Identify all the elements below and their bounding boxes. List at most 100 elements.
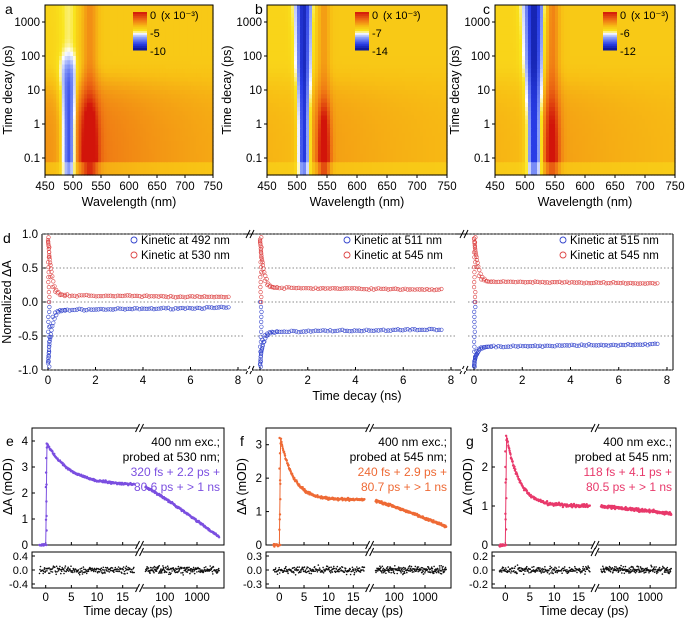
heatmap-cell (357, 111, 361, 117)
heatmap-cell (179, 145, 183, 151)
heatmap-cell (101, 119, 105, 125)
heatmap-cell (117, 60, 122, 66)
heatmap-cell (378, 34, 382, 40)
heatmap-cell (336, 158, 340, 163)
heatmap-cell (59, 17, 63, 23)
heatmap-cell (207, 77, 211, 83)
heatmap-cell (411, 128, 415, 134)
heatmap-cell (210, 162, 214, 168)
heatmap-cell (106, 73, 110, 78)
heatmap-cell (50, 107, 54, 112)
heatmap-cell (159, 145, 164, 151)
heatmap-cell (330, 90, 334, 95)
heatmap-cell (288, 13, 292, 19)
heatmap-cell (282, 149, 286, 155)
heatmap-cell (420, 170, 424, 176)
heatmap-cell (162, 94, 166, 100)
heatmap-cell (351, 68, 355, 74)
heatmap-cell (148, 136, 152, 142)
heatmap-cell (59, 141, 63, 146)
heatmap-cell (151, 34, 155, 40)
heatmap-cell (98, 136, 102, 142)
heatmap-cell (384, 5, 388, 10)
heatmap-cell (288, 17, 292, 23)
heatmap-cell (441, 17, 445, 23)
heatmap-cell (103, 39, 108, 44)
heatmap-cell (173, 43, 178, 49)
heatmap-cell (70, 119, 74, 125)
heatmap-cell (300, 111, 304, 117)
heatmap-cell (375, 94, 379, 100)
heatmap-cell (336, 98, 340, 104)
heatmap-cell (129, 9, 133, 15)
heatmap-cell (399, 9, 403, 15)
heatmap-cell (294, 128, 298, 134)
heatmap-cell (162, 17, 166, 23)
heatmap-cell (351, 51, 355, 57)
heatmap-cell (282, 98, 286, 104)
heatmap-cell (288, 170, 292, 176)
heatmap-cell (357, 119, 361, 125)
heatmap-cell (315, 153, 319, 159)
heatmap-cell (441, 158, 445, 163)
heatmap-cell (157, 39, 161, 44)
heatmap-cell (151, 26, 155, 32)
heatmap-cell (417, 170, 421, 176)
heatmap-cell (414, 141, 418, 146)
heatmap-cell (282, 34, 286, 40)
heatmap-cell (336, 111, 340, 117)
heatmap-cell (131, 153, 136, 159)
heatmap-cell (157, 68, 161, 74)
heatmap-cell (126, 13, 130, 19)
heatmap-cell (318, 153, 322, 159)
heatmap-cell (366, 158, 370, 163)
heatmap-cell (432, 22, 436, 27)
heatmap-cell (64, 30, 68, 36)
heatmap-cell (297, 43, 301, 49)
heatmap-cell (429, 43, 433, 49)
heatmap-cell (318, 51, 322, 57)
heatmap-cell (103, 149, 108, 155)
heatmap-cell (270, 68, 274, 74)
heatmap-cell (303, 102, 307, 108)
heatmap-cell (336, 64, 340, 70)
heatmap-cell (393, 64, 397, 70)
heatmap-cell (190, 132, 194, 138)
heatmap-cell (84, 39, 88, 44)
heatmap-cell (414, 17, 418, 23)
heatmap-cell (315, 98, 319, 104)
heatmap-cell (276, 30, 280, 36)
x-tick-label: 550 (317, 181, 336, 193)
heatmap-cell (333, 30, 337, 36)
heatmap-cell (390, 107, 394, 112)
heatmap-cell (327, 13, 331, 19)
heatmap-cell (154, 90, 158, 95)
heatmap-cell (381, 94, 385, 100)
heatmap-cell (98, 56, 102, 61)
heatmap-cell (134, 111, 138, 117)
heatmap-cell (61, 56, 66, 61)
heatmap-cell (441, 81, 445, 87)
heatmap-cell (357, 132, 361, 138)
heatmap-cell (651, 5, 655, 10)
heatmap-cell (47, 153, 52, 159)
heatmap-cell (92, 64, 96, 70)
heatmap-cell (140, 136, 144, 142)
heatmap-cell (45, 111, 49, 117)
heatmap-cell (315, 68, 319, 74)
heatmap-cell (423, 60, 427, 66)
heatmap-cell (342, 94, 346, 100)
heatmap-cell (187, 77, 192, 83)
heatmap-cell (61, 17, 66, 23)
heatmap-cell (159, 128, 164, 134)
heatmap-cell (98, 162, 102, 168)
heatmap-cell (405, 5, 409, 10)
heatmap-cell (357, 153, 361, 159)
heatmap-cell (330, 102, 334, 108)
heatmap-cell (393, 149, 397, 155)
heatmap-cell (372, 77, 376, 83)
heatmap-cell (109, 94, 113, 100)
heatmap-cell (145, 73, 150, 78)
heatmap-cell (372, 158, 376, 163)
heatmap-cell (173, 73, 178, 78)
